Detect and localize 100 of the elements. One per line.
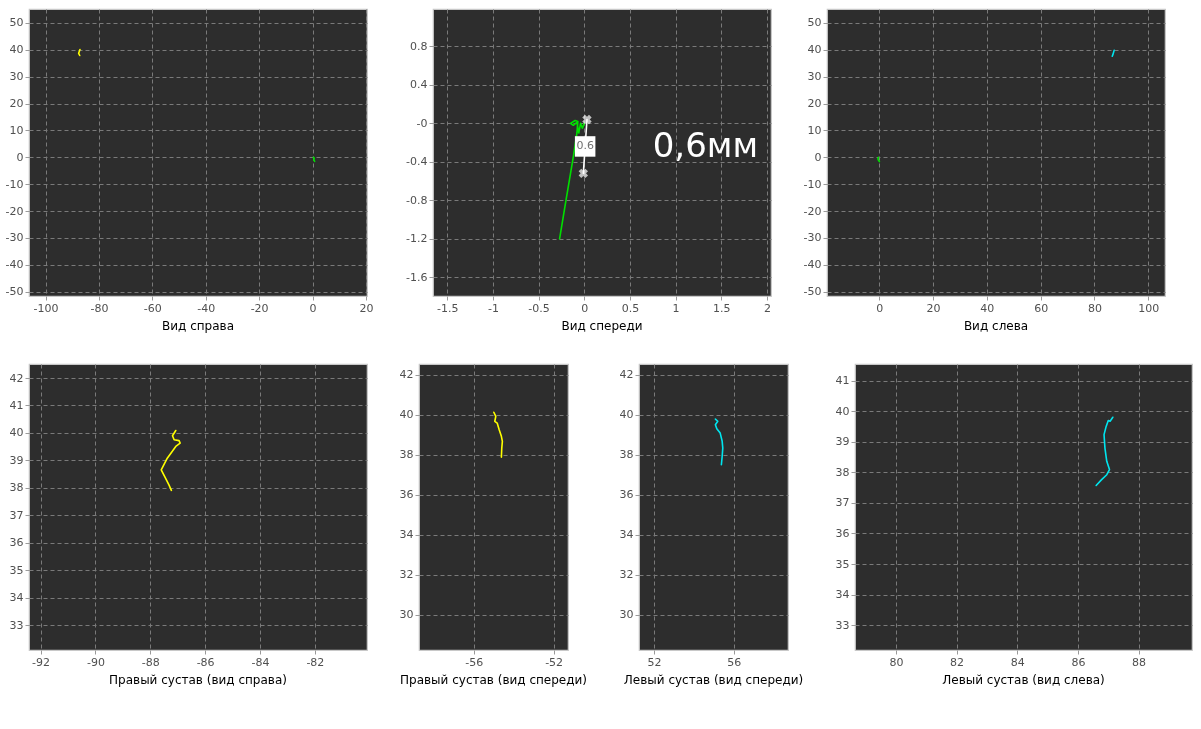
- y-tick-label: 30: [399, 608, 414, 622]
- y-tick-label: 33: [9, 618, 24, 632]
- y-tick-label: -0.4: [406, 155, 428, 169]
- text: Вид справа: [162, 319, 234, 333]
- y-tick-label: 42: [399, 368, 414, 382]
- x-tick-label: 2: [763, 301, 771, 315]
- y-tick-label: 30: [807, 70, 822, 84]
- y-tick-label: 37: [9, 508, 24, 522]
- y-tick-label: 0.4: [410, 78, 428, 92]
- y-tick-label: 32: [619, 568, 634, 582]
- y-tick-label: 40: [619, 408, 634, 422]
- x-tick-label: 1.5: [712, 301, 731, 315]
- y-tick-label: -30: [5, 231, 24, 245]
- x-tick-label: 20: [926, 301, 941, 315]
- y-tick-label: -1.2: [406, 232, 428, 246]
- x-tick-label: -56: [465, 655, 484, 669]
- y-tick-label: 34: [9, 591, 24, 605]
- y-tick-label: -1.6: [406, 270, 428, 284]
- x-tick-label: 0: [309, 301, 317, 315]
- y-tick-label: 42: [619, 368, 634, 382]
- y-tick-label: 50: [807, 16, 822, 30]
- annotation: 0,6мм: [652, 124, 759, 165]
- y-tick-label: 38: [835, 465, 850, 479]
- y-tick-label: 10: [9, 123, 24, 137]
- x-tick-label: -0.5: [528, 301, 550, 315]
- y-tick-label: -40: [5, 258, 24, 272]
- x-tick-label: 56: [727, 655, 742, 669]
- y-tick-label: -0.8: [406, 193, 428, 207]
- x-tick-label: -1: [487, 301, 499, 315]
- x-tick-label: 80: [889, 655, 904, 669]
- y-tick-label: 35: [9, 563, 24, 577]
- x-tick-label: -84: [251, 655, 270, 669]
- y-tick-label: -50: [803, 285, 822, 299]
- x-tick-label: 88: [1132, 655, 1147, 669]
- x-tick-label: -90: [86, 655, 105, 669]
- y-tick-label: -50: [5, 285, 24, 299]
- y-tick-label: 34: [399, 528, 414, 542]
- y-tick-label: 40: [9, 426, 24, 440]
- x-tick-label: -100: [33, 301, 59, 315]
- y-tick-label: 42: [9, 371, 24, 385]
- y-tick-label: 40: [9, 43, 24, 57]
- y-tick-label: 36: [619, 488, 634, 502]
- text: Правый сустав (вид спереди): [400, 673, 587, 687]
- y-tick-label: -10: [803, 177, 822, 191]
- x-tick-label: 86: [1071, 655, 1086, 669]
- y-tick-label: 38: [619, 448, 634, 462]
- y-tick-label: 40: [807, 43, 822, 57]
- y-tick-label: 38: [9, 481, 24, 495]
- x-tick-label: 40: [980, 301, 995, 315]
- x-tick-label: -52: [545, 655, 564, 669]
- y-tick-label: 40: [399, 408, 414, 422]
- y-tick-label: 39: [9, 453, 24, 467]
- y-tick-label: 38: [399, 448, 414, 462]
- y-tick-label: -0: [416, 116, 428, 130]
- x-tick-label: 60: [1034, 301, 1049, 315]
- y-tick-label: 30: [619, 608, 634, 622]
- x-tick-label: 0: [876, 301, 884, 315]
- y-tick-label: 0: [814, 150, 822, 164]
- x-tick-label: 52: [647, 655, 662, 669]
- y-tick-label: 41: [835, 374, 850, 388]
- y-tick-label: 20: [807, 97, 822, 111]
- text: Вид спереди: [561, 319, 643, 333]
- text: Правый сустав (вид справа): [109, 673, 287, 687]
- y-tick-label: 30: [9, 70, 24, 84]
- x-tick-label: -40: [197, 301, 216, 315]
- y-tick-label: 20: [9, 97, 24, 111]
- x-tick-label: 0: [581, 301, 589, 315]
- y-tick-label: 35: [835, 557, 850, 571]
- y-tick-label: -30: [803, 231, 822, 245]
- y-tick-label: -20: [803, 204, 822, 218]
- y-tick-label: 50: [9, 16, 24, 30]
- x-tick-label: 100: [1138, 301, 1160, 315]
- x-tick-label: 80: [1087, 301, 1102, 315]
- text: Левый сустав (вид спереди): [623, 673, 804, 687]
- text: Вид слева: [963, 319, 1029, 333]
- y-tick-label: -40: [803, 258, 822, 272]
- x-tick-label: 1: [672, 301, 680, 315]
- y-tick-label: 34: [835, 588, 850, 602]
- x-tick-label: 84: [1010, 655, 1025, 669]
- y-tick-label: 36: [399, 488, 414, 502]
- x-tick-label: -88: [141, 655, 160, 669]
- y-tick-label: 36: [9, 536, 24, 550]
- y-tick-label: -10: [5, 177, 24, 191]
- x-tick-label: 82: [950, 655, 965, 669]
- x-tick-label: -1.5: [437, 301, 459, 315]
- x-tick-label: -92: [32, 655, 51, 669]
- y-tick-label: 41: [9, 398, 24, 412]
- y-tick-label: 40: [835, 404, 850, 418]
- y-tick-label: 39: [835, 435, 850, 449]
- y-tick-label: 34: [619, 528, 634, 542]
- x-tick-label: 20: [359, 301, 374, 315]
- y-tick-label: 37: [835, 496, 850, 510]
- x-tick-label: 0.5: [621, 301, 640, 315]
- y-tick-label: 32: [399, 568, 414, 582]
- annotation: 0.6: [576, 139, 594, 153]
- y-tick-label: -20: [5, 204, 24, 218]
- text: Левый сустав (вид слева): [942, 673, 1105, 687]
- y-tick-label: 33: [835, 618, 850, 632]
- y-tick-label: 10: [807, 123, 822, 137]
- x-tick-label: -86: [196, 655, 215, 669]
